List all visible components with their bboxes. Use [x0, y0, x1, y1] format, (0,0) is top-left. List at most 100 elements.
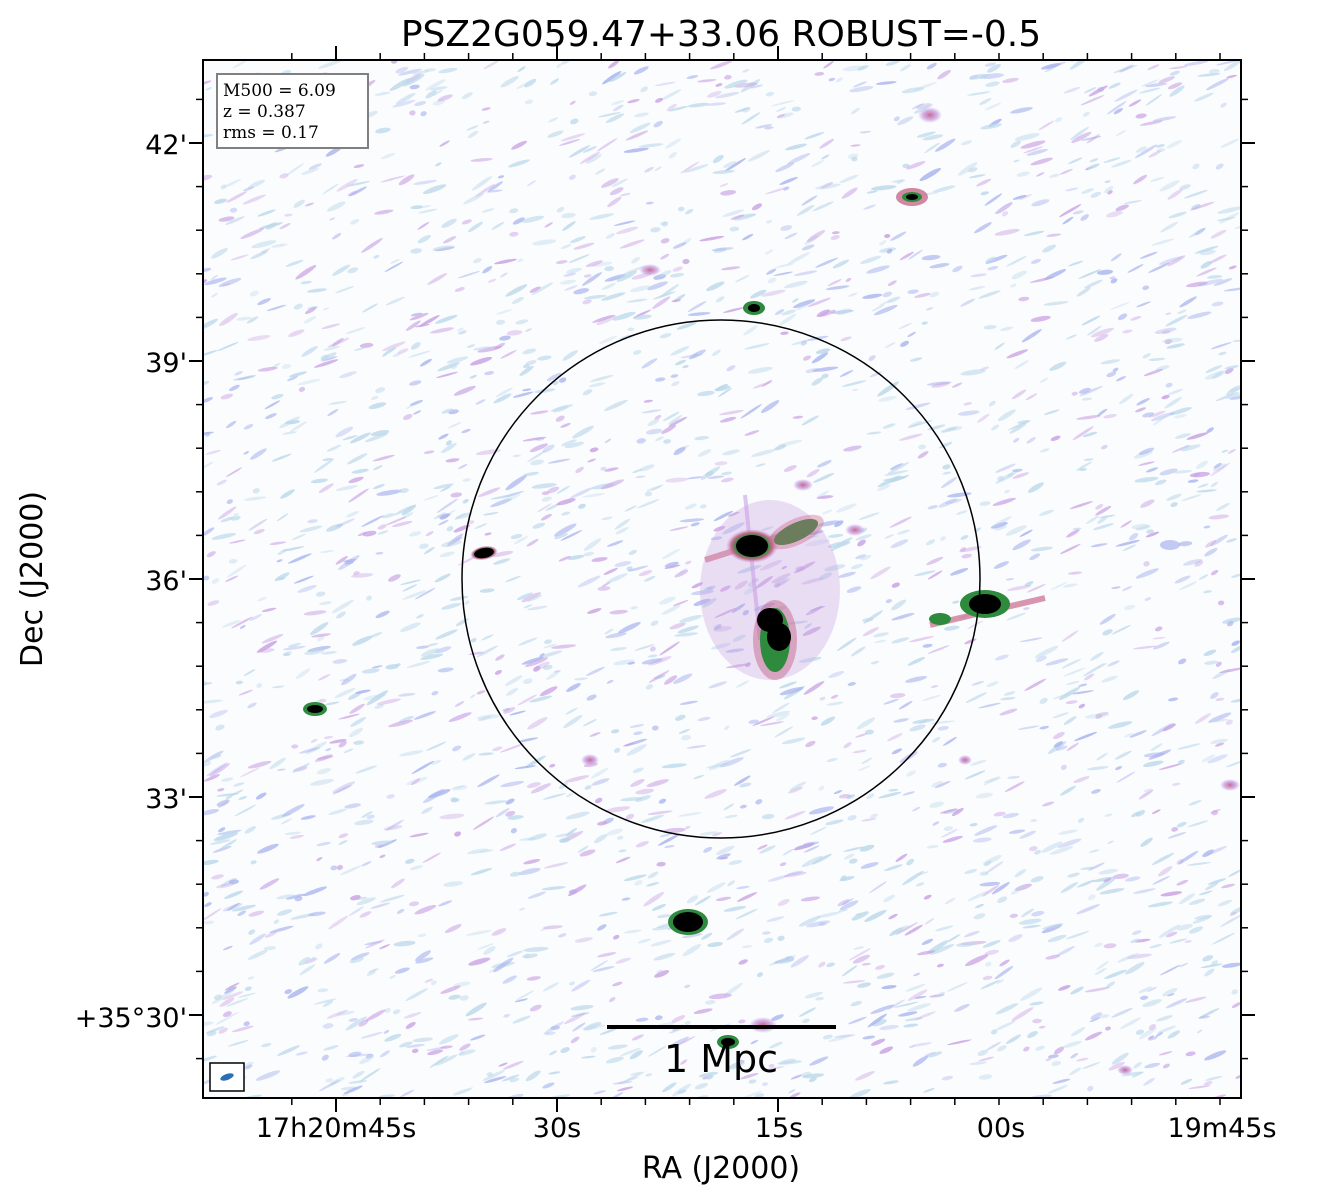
noise-speck [904, 924, 924, 936]
noise-speck [885, 60, 900, 66]
noise-speck [1070, 986, 1084, 995]
noise-speck [492, 746, 503, 752]
noise-speck [790, 955, 809, 968]
noise-speck [930, 684, 939, 689]
noise-speck [247, 949, 268, 960]
noise-speck [947, 934, 961, 943]
noise-speck [1171, 782, 1181, 786]
noise-speck [1060, 785, 1076, 796]
noise-speck [611, 100, 625, 106]
noise-speck [230, 254, 249, 261]
noise-speck [1016, 171, 1030, 177]
noise-speck [244, 826, 256, 834]
noise-speck [623, 147, 649, 153]
noise-speck [343, 748, 354, 754]
noise-speck [774, 309, 785, 316]
noise-speck [681, 734, 692, 741]
noise-speck [659, 270, 672, 277]
noise-speck [525, 328, 532, 333]
noise-speck [1203, 525, 1211, 529]
noise-speck [888, 788, 899, 792]
noise-speck [932, 821, 940, 826]
noise-speck [410, 248, 422, 254]
y-tick-label: 39' [145, 348, 187, 379]
noise-speck [1062, 216, 1074, 225]
noise-speck [418, 315, 440, 328]
noise-speck [744, 430, 760, 436]
noise-speck [285, 259, 304, 267]
noise-speck [315, 943, 323, 950]
noise-speck [231, 904, 256, 912]
noise-speck [973, 913, 986, 920]
noise-speck [425, 90, 437, 99]
noise-speck [561, 60, 571, 65]
noise-speck [513, 536, 528, 545]
noise-speck [475, 183, 496, 197]
noise-speck [522, 953, 538, 959]
noise-speck [1194, 914, 1213, 920]
noise-speck [1009, 913, 1018, 918]
noise-speck [331, 232, 342, 240]
noise-speck [1110, 278, 1118, 284]
noise-speck [926, 845, 939, 849]
noise-speck [326, 523, 344, 532]
noise-speck [211, 533, 237, 540]
noise-speck [300, 815, 316, 820]
noise-speck [635, 475, 646, 479]
noise-speck [1069, 501, 1094, 510]
noise-speck [712, 154, 724, 164]
noise-speck [686, 476, 704, 480]
noise-speck [636, 438, 646, 444]
noise-speck [402, 73, 425, 87]
noise-speck [203, 859, 219, 866]
noise-speck [818, 520, 840, 527]
noise-speck [222, 903, 243, 912]
noise-speck [707, 941, 724, 948]
noise-speck [929, 801, 944, 808]
noise-speck [585, 260, 604, 268]
noise-speck [362, 530, 377, 537]
noise-speck [1183, 558, 1203, 566]
noise-speck [519, 365, 534, 376]
noise-speck [250, 448, 267, 460]
noise-speck [381, 152, 396, 160]
noise-speck [220, 393, 233, 400]
noise-speck [1139, 120, 1163, 126]
noise-speck [616, 270, 638, 282]
noise-speck [1197, 483, 1209, 488]
noise-speck [221, 283, 231, 287]
noise-speck [366, 595, 372, 601]
noise-speck [747, 366, 773, 374]
noise-speck [859, 130, 872, 134]
noise-speck [1070, 1027, 1086, 1037]
noise-speck [1185, 1051, 1196, 1057]
noise-speck [487, 181, 503, 192]
noise-speck [890, 539, 909, 549]
noise-speck [615, 957, 631, 964]
noise-speck [834, 1034, 856, 1038]
noise-speck [562, 350, 578, 361]
noise-speck [560, 244, 572, 250]
noise-speck [541, 491, 550, 496]
noise-speck [1169, 70, 1181, 76]
noise-speck [1089, 158, 1099, 163]
noise-speck [1231, 640, 1240, 646]
noise-speck [778, 313, 797, 326]
noise-speck [802, 355, 812, 361]
noise-speck [742, 609, 749, 616]
noise-speck [515, 319, 528, 325]
noise-speck [867, 1013, 888, 1028]
noise-speck [870, 813, 878, 819]
noise-speck [380, 175, 405, 183]
noise-speck [917, 451, 929, 459]
noise-speck [1134, 938, 1151, 943]
noise-speck [934, 780, 951, 789]
noise-speck [671, 299, 682, 303]
noise-speck [1039, 697, 1048, 705]
noise-speck [431, 690, 439, 696]
noise-speck [355, 896, 368, 900]
noise-speck [261, 607, 277, 613]
noise-speck [1077, 817, 1085, 823]
noise-speck [743, 325, 758, 336]
noise-speck [502, 975, 517, 984]
